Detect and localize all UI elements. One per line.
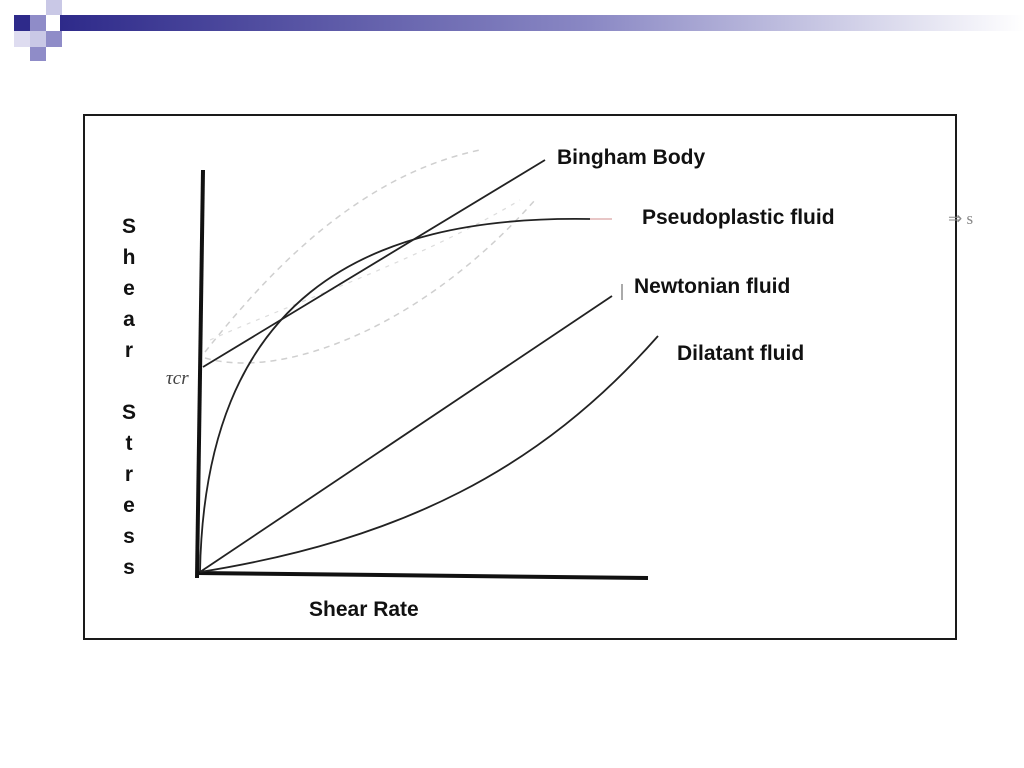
y-axis-label-letter: t — [125, 432, 133, 455]
label-newtonian-fluid: Newtonian fluid — [634, 275, 791, 298]
header-square — [46, 31, 62, 47]
x-axis-label: Shear Rate — [309, 598, 419, 621]
y-axis-label-letter: e — [123, 494, 135, 517]
header-square — [14, 31, 30, 47]
label-dilatant-fluid: Dilatant fluid — [677, 342, 805, 365]
series-bingham-body — [202, 159, 546, 368]
x-axis — [196, 571, 649, 580]
y-axis-label-letter: S — [121, 401, 136, 424]
y-axis-label-letter: a — [123, 308, 135, 331]
header-gradient-bar — [60, 15, 1024, 31]
y-axis-label-letter: s — [123, 556, 135, 579]
header-decoration — [14, 0, 1024, 61]
header-square — [30, 15, 46, 31]
header-square — [30, 31, 46, 47]
series-newtonian-fluid — [199, 295, 613, 573]
header-square — [30, 47, 46, 61]
y-axis-label-letter: h — [122, 246, 136, 269]
side-note: ⇒ s — [948, 209, 973, 228]
ghost-trace — [209, 199, 521, 341]
ghost-trace — [204, 199, 536, 364]
series-pseudoplastic-fluid — [199, 218, 591, 573]
series-dilatant-fluid — [199, 335, 659, 573]
y-axis-label-letter — [116, 366, 142, 397]
ghost-trace — [204, 149, 481, 353]
yield-stress-label: τcr — [166, 368, 189, 389]
header-square — [46, 0, 62, 15]
label-pseudoplastic-fluid: Pseudoplastic fluid — [642, 206, 835, 229]
header-square — [14, 15, 30, 31]
y-axis-label-letter: r — [124, 463, 134, 486]
y-axis-label-letter: s — [123, 525, 135, 548]
y-axis-label-letter: e — [123, 277, 135, 300]
figure-frame — [83, 114, 957, 640]
y-axis — [195, 169, 205, 579]
y-axis-label-letter: S — [121, 215, 136, 238]
label-bingham-body: Bingham Body — [557, 146, 706, 169]
y-axis-label-letter: r — [124, 339, 134, 362]
